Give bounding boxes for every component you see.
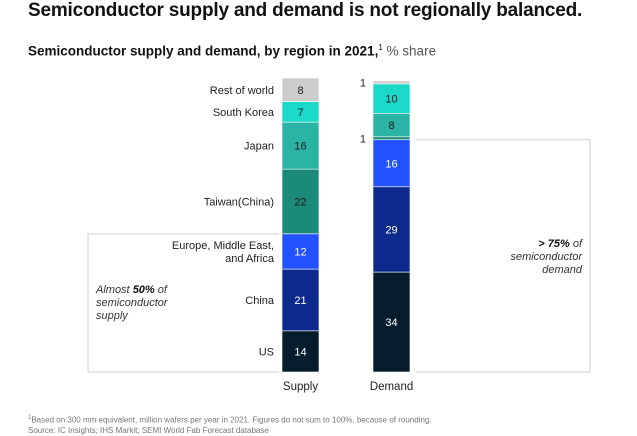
value-label-supply-taiwan-china: 22 — [294, 196, 306, 208]
value-label-supply-south-korea: 7 — [297, 107, 303, 119]
demand-annotation-line-3: demand — [542, 264, 583, 276]
source: Source: IC Insights; IHS Markit; SEMI Wo… — [28, 425, 269, 435]
value-label-supply-china: 21 — [294, 295, 306, 307]
region-label-china: China — [245, 295, 275, 307]
region-label-south-korea: South Korea — [213, 107, 275, 119]
value-label-supply-us: 14 — [294, 346, 306, 358]
supply-annotation-line-3: supply — [96, 310, 129, 322]
category-label-demand: Demand — [370, 381, 413, 393]
region-label-europe-middle-east-and-africa: Europe, Middle East, — [172, 240, 274, 252]
value-label-supply-rest-of-world: 8 — [297, 85, 303, 97]
region-label-us: US — [259, 346, 274, 358]
footer: 1Based on 300 mm equivalent, million waf… — [28, 413, 432, 436]
value-label-supply-japan: 16 — [294, 141, 306, 153]
demand-annotation-line-2: semiconductor — [510, 251, 583, 263]
bar-supply-china — [281, 268, 320, 332]
region-label-rest-of-world: Rest of world — [210, 85, 274, 97]
bar-demand-south-korea — [372, 83, 411, 114]
value-label-demand-rest-of-world: 1 — [360, 77, 366, 89]
value-label-demand-taiwan-china: 1 — [360, 133, 366, 145]
chart-subtitle: Semiconductor supply and demand, by regi… — [28, 43, 436, 59]
category-label-supply: Supply — [283, 381, 318, 393]
supply-bracket — [87, 233, 279, 373]
bar-supply-rest-of-world — [281, 77, 320, 102]
demand-bracket — [416, 139, 591, 373]
region-label-europe-middle-east-and-africa: and Africa — [225, 253, 275, 265]
value-label-supply-europe-middle-east-and-africa: 12 — [294, 246, 306, 258]
value-label-demand-us: 34 — [385, 317, 397, 329]
bar-supply-europe-middle-east-and-africa — [281, 233, 320, 270]
value-label-demand-japan: 8 — [388, 120, 394, 132]
footnote-mark: 1 — [378, 43, 383, 52]
value-label-demand-europe-middle-east-and-africa: 16 — [385, 158, 397, 170]
footnote: 1Based on 300 mm equivalent, million waf… — [28, 415, 432, 425]
supply-annotation-line-1: Almost 50% of — [95, 284, 168, 296]
value-label-demand-south-korea: 10 — [385, 94, 397, 106]
value-label-demand-china: 29 — [385, 224, 397, 236]
subtitle-unit: % share — [386, 43, 437, 59]
subtitle-main: Semiconductor supply and demand, by regi… — [28, 43, 379, 59]
region-label-taiwan-china: Taiwan(China) — [204, 196, 274, 208]
bar-supply-japan — [281, 121, 320, 170]
bar-demand-taiwan-china — [372, 136, 411, 141]
headline: Semiconductor supply and demand is not r… — [28, 0, 583, 21]
bar-demand-rest-of-world — [372, 80, 411, 85]
demand-annotation-line-1: > 75% of — [538, 238, 583, 250]
bar-demand-china — [372, 186, 411, 273]
bar-supply-taiwan-china — [281, 168, 320, 235]
supply-annotation-line-2: semiconductor — [96, 297, 169, 309]
bar-demand-europe-middle-east-and-africa — [372, 139, 411, 188]
region-label-japan: Japan — [244, 141, 274, 153]
